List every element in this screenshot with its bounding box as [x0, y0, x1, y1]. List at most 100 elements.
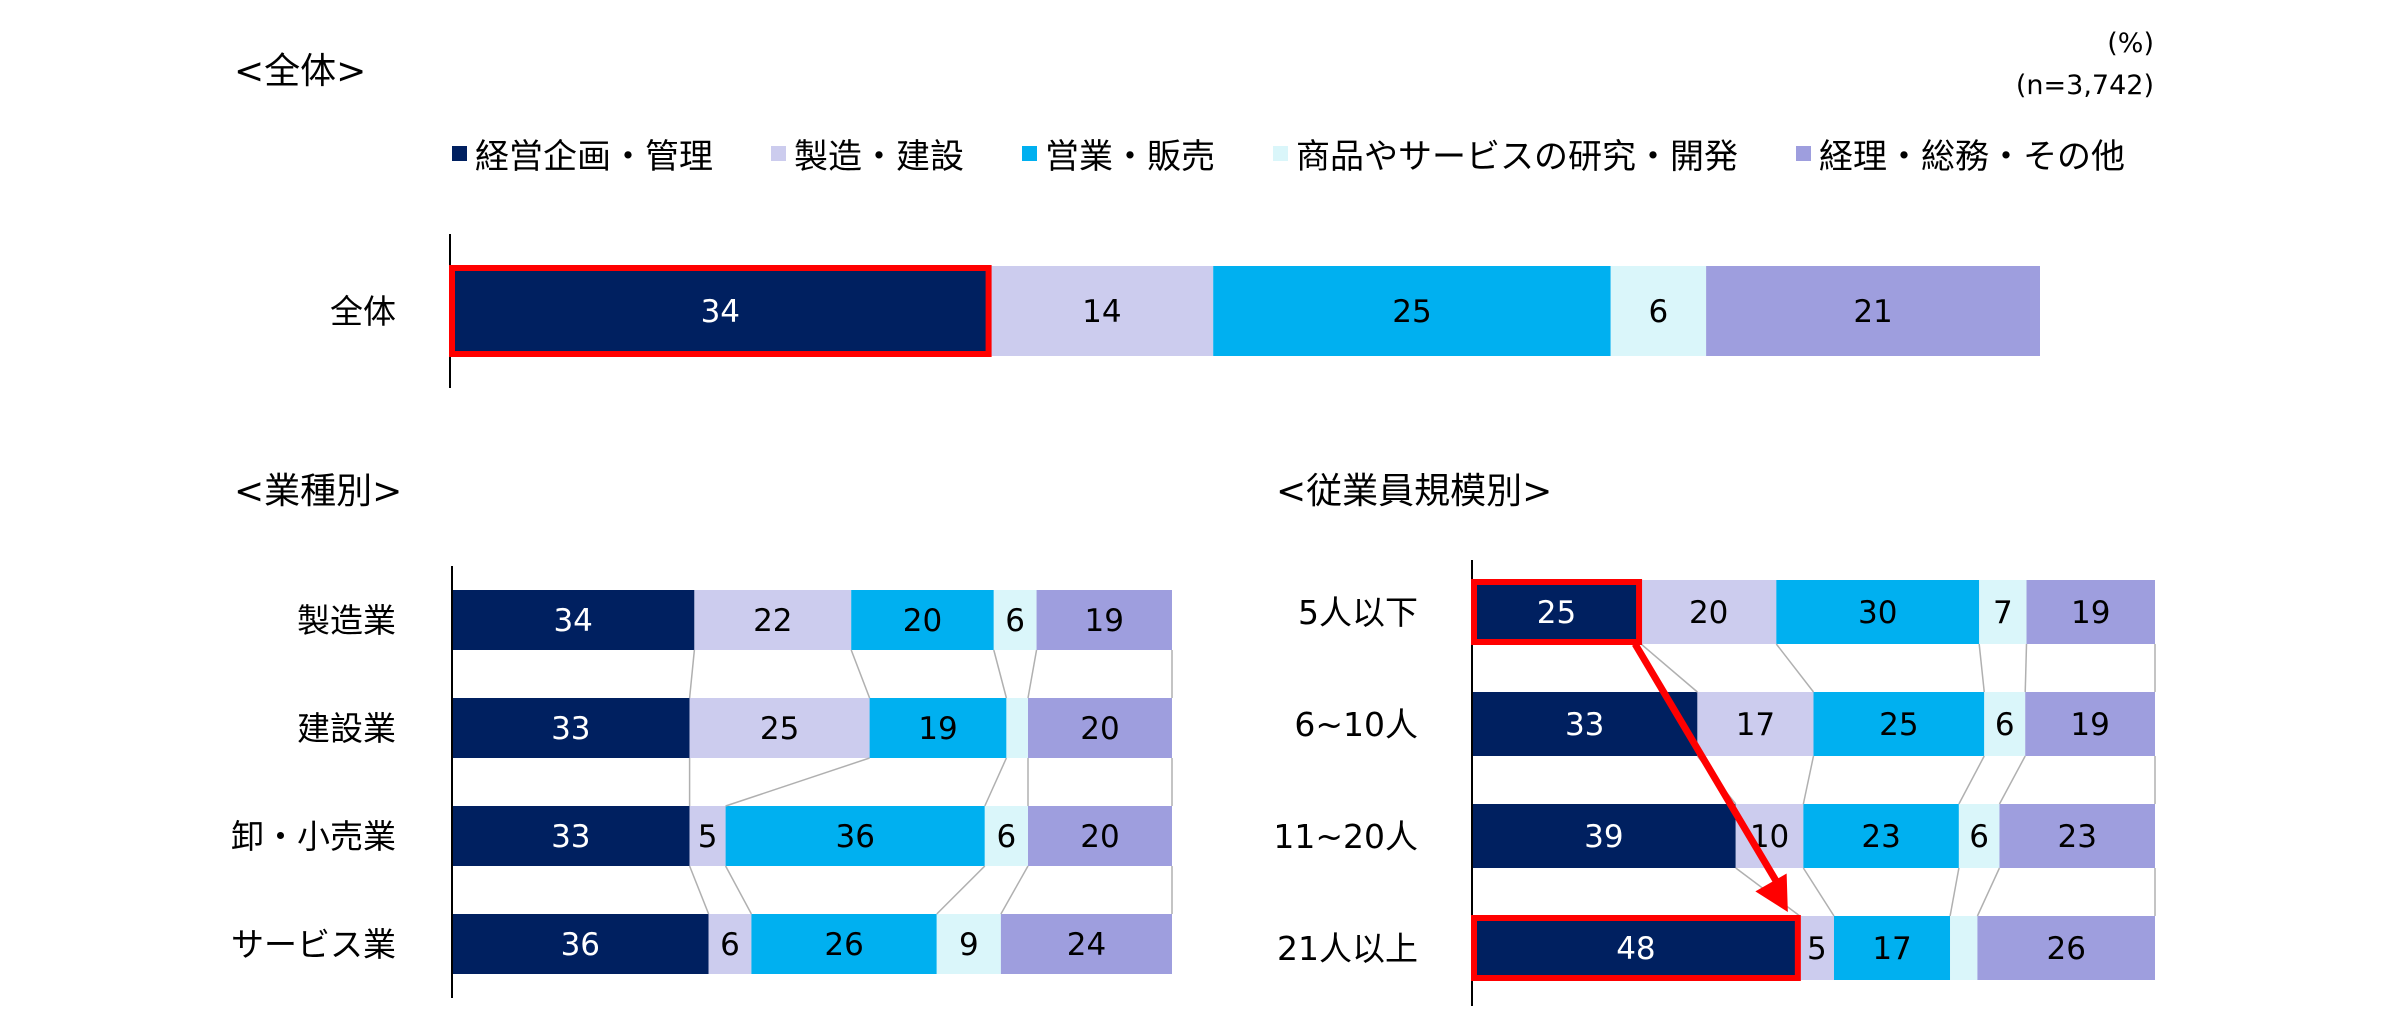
chart-legend: 経営企画・管理 製造・建設 営業・販売 商品やサービスの研究・開発 経理・総務・その他 [452, 133, 2183, 177]
data-label: 23 [1861, 819, 1900, 855]
bar-segment [689, 698, 870, 758]
bar-segment [1799, 916, 1834, 980]
data-label: 26 [824, 927, 863, 963]
bar-segment [1036, 590, 1172, 650]
series-connector [1802, 755, 1815, 805]
legend-label: 経理・総務・その他 [1819, 136, 2125, 177]
series-connector [688, 865, 710, 915]
bar-segment [452, 698, 690, 758]
data-label: 6 [720, 927, 740, 963]
data-label: 6 [1969, 819, 1989, 855]
series-connector [1000, 865, 1029, 915]
category-label: 21人以上 [1277, 929, 1418, 968]
series-connector [850, 649, 871, 699]
series-connector [993, 649, 1008, 699]
section-title-overall: <全体> [234, 51, 367, 92]
data-label: 39 [1584, 819, 1623, 855]
data-label: 25 [1392, 294, 1431, 330]
data-label: 19 [2071, 595, 2110, 631]
bar-segment [452, 590, 695, 650]
bar-segment [1776, 580, 1980, 644]
data-label: 5 [1807, 931, 1827, 967]
bar-segment [1999, 804, 2155, 868]
legend-label: 商品やサービスの研究・開発 [1296, 136, 1738, 177]
data-label: 20 [1080, 711, 1119, 747]
bar-segment [1697, 692, 1814, 756]
unit-label: (%) [2107, 28, 2154, 59]
legend-item: 営業・販売 [1022, 129, 1215, 178]
data-label: 36 [835, 819, 874, 855]
data-label: 33 [551, 711, 590, 747]
bar-segment [689, 806, 726, 866]
bar-segment [1472, 580, 1642, 644]
data-label: 26 [2046, 931, 2085, 967]
bar-segment [1028, 806, 1172, 866]
legend-swatch [452, 145, 467, 161]
series-connector [1949, 867, 1960, 917]
data-label: 17 [1872, 931, 1911, 967]
data-label: 14 [1082, 294, 1121, 330]
arrow-head [1755, 873, 1788, 912]
data-label: 25 [1537, 595, 1576, 631]
bar-segment [1006, 698, 1028, 758]
highlight-box [1471, 579, 1643, 645]
bar-segment [1472, 916, 1800, 980]
legend-swatch [1273, 145, 1288, 161]
bar-segment [869, 698, 1007, 758]
category-label: サービス業 [231, 925, 396, 964]
category-label: 6~10人 [1294, 705, 1418, 744]
data-label: 34 [553, 603, 592, 639]
bar-segment [1813, 692, 1985, 756]
data-label: 24 [1067, 927, 1106, 963]
bar-segment [452, 914, 709, 974]
data-label: 36 [561, 927, 600, 963]
bar-segment [725, 806, 985, 866]
bar-segment [1000, 914, 1172, 974]
legend-swatch [1796, 145, 1811, 161]
data-label: 25 [760, 711, 799, 747]
bar-segment [1472, 692, 1698, 756]
bar-segment [1950, 916, 1978, 980]
data-label: 6 [1995, 707, 2015, 743]
category-label: 11~20人 [1273, 817, 1418, 856]
legend-swatch [771, 145, 786, 161]
data-label: 20 [903, 603, 942, 639]
highlight-box [1471, 915, 1801, 981]
data-label: 33 [1565, 707, 1604, 743]
series-connector [936, 865, 986, 915]
data-label: 7 [1993, 595, 2013, 631]
bar-segment [990, 266, 1214, 356]
series-connector [984, 757, 1008, 807]
category-label: 卸・小売業 [231, 817, 396, 856]
legend-label: 経営企画・管理 [475, 136, 713, 177]
legend-item: 製造・建設 [771, 129, 964, 178]
legend-item: 経営企画・管理 [452, 129, 713, 178]
series-connector [2024, 643, 2028, 693]
data-label: 9 [959, 927, 979, 963]
bar-segment [1213, 266, 1611, 356]
data-label: 22 [753, 603, 792, 639]
legend-swatch [1022, 145, 1037, 161]
legend-label: 営業・販売 [1045, 136, 1215, 177]
bar-segment [1641, 580, 1777, 644]
data-label: 20 [1080, 819, 1119, 855]
bar-segment [1706, 266, 2040, 356]
series-connector [1978, 643, 1985, 693]
data-label: 19 [2070, 707, 2109, 743]
legend-item: 経理・総務・その他 [1796, 129, 2125, 178]
series-connector [1976, 867, 2001, 917]
series-connector [1998, 755, 2026, 805]
section-title-size: <従業員規模別> [1276, 471, 1553, 512]
sample-size-label: (n=3,742) [2015, 70, 2154, 101]
data-label: 6 [1005, 603, 1025, 639]
bar-segment [450, 266, 991, 356]
data-label: 33 [551, 819, 590, 855]
data-label: 25 [1879, 707, 1918, 743]
data-label: 6 [997, 819, 1017, 855]
bar-segment [936, 914, 1001, 974]
bar-segment [694, 590, 852, 650]
bar-segment [1833, 916, 1951, 980]
bar-segment [1803, 804, 1959, 868]
bar-segment [1958, 804, 2000, 868]
